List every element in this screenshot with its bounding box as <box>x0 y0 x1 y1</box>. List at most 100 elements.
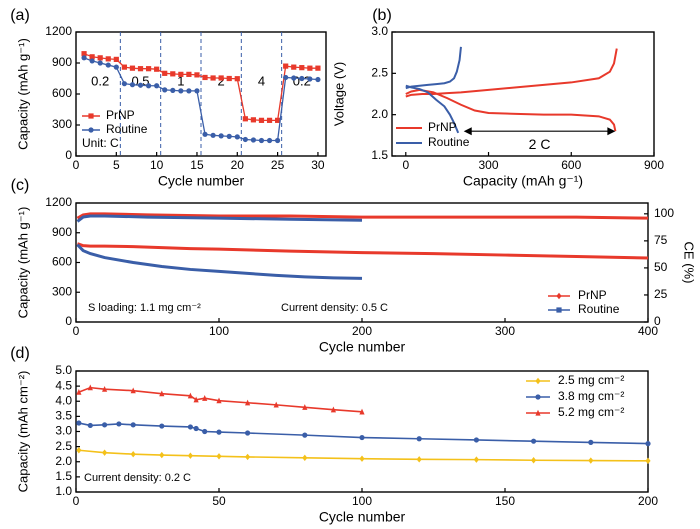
data-point-d-1 <box>216 429 222 435</box>
y-tick-label-b: 1.5 <box>371 148 388 162</box>
data-point-d-2 <box>187 392 193 399</box>
data-point-d-2 <box>216 397 222 404</box>
rate-label-a: 2 <box>218 73 225 88</box>
data-point-a-1 <box>81 55 87 61</box>
note-loading-c: S loading: 1.1 mg cm⁻² <box>88 302 201 314</box>
data-point-a-1 <box>89 58 95 64</box>
data-point-d-1 <box>159 423 165 429</box>
legend-label-b-0: PrNP <box>428 120 457 134</box>
data-point-a-0 <box>178 71 184 77</box>
x-tick-label-d: 0 <box>73 494 80 508</box>
y-tick-label-c: 1200 <box>45 195 72 209</box>
data-point-d-2 <box>202 395 208 401</box>
panel-label-d: (d) <box>10 345 30 362</box>
y-axis-title-a: Capacity (mAh g⁻¹) <box>15 38 30 150</box>
data-point-a-0 <box>154 66 160 72</box>
y-axis-title-b: Voltage (V) <box>331 62 346 126</box>
data-point-d-0 <box>416 456 422 463</box>
legend-marker-c-1 <box>556 307 562 313</box>
data-point-d-1 <box>87 422 93 429</box>
data-point-a-1 <box>291 75 297 81</box>
note-current-c: Current density: 0.5 C <box>281 302 388 314</box>
data-point-a-0 <box>258 117 265 123</box>
data-point-a-0 <box>186 71 192 77</box>
data-point-a-1 <box>121 81 127 87</box>
y-tick-label-d: 2.0 <box>55 454 72 468</box>
panel-label-c: (c) <box>11 177 30 194</box>
series-line-a-1 <box>83 57 318 142</box>
legend-label-d-1: 3.8 mg cm⁻² <box>558 389 624 403</box>
data-point-a-0 <box>218 75 224 81</box>
data-point-d-2 <box>359 408 365 415</box>
x-tick-label-a: 0 <box>73 158 80 172</box>
data-point-a-1 <box>97 60 103 66</box>
data-point-d-2 <box>330 406 336 413</box>
data-point-a-1 <box>186 88 192 94</box>
panel-label-b: (b) <box>372 7 392 24</box>
y-tick-label-a: 1200 <box>45 24 72 38</box>
data-point-d-0 <box>302 454 308 462</box>
x-tick-label-c: 300 <box>495 324 515 338</box>
x-tick-label-b: 900 <box>644 158 664 172</box>
data-point-a-0 <box>145 66 152 72</box>
y2-axis-title-c: CE (%) <box>682 242 697 284</box>
data-point-d-2 <box>130 387 136 394</box>
x-axis-title-c: Cycle number <box>319 339 406 355</box>
y-tick-label-d: 4.5 <box>55 378 72 392</box>
data-point-a-1 <box>210 132 216 138</box>
data-point-a-1 <box>145 83 152 89</box>
data-point-d-1 <box>102 422 108 428</box>
data-point-d-0 <box>187 452 193 459</box>
y-tick-label-d: 2.5 <box>55 439 72 453</box>
data-point-d-0 <box>531 457 537 464</box>
legend-marker-a-0 <box>88 113 94 119</box>
y-tick-label-c: 300 <box>52 284 72 298</box>
data-point-a-1 <box>234 134 240 140</box>
x-tick-label-a: 10 <box>150 158 164 172</box>
y-axis-title-d: Capacity (mAh cm⁻²) <box>15 371 30 493</box>
x-tick-label-b: 300 <box>479 158 499 172</box>
data-point-a-0 <box>234 76 240 82</box>
data-point-d-0 <box>645 457 651 465</box>
data-point-a-0 <box>266 117 273 123</box>
voltage-curve-b-1-0 <box>405 84 460 134</box>
legend-label-b-1: Routine <box>428 135 470 149</box>
y-tick-label-d: 1.5 <box>55 469 72 483</box>
data-point-a-0 <box>291 64 297 70</box>
arrow-head-right-b <box>607 127 616 136</box>
data-point-d-2 <box>87 384 93 391</box>
data-point-a-1 <box>250 137 257 143</box>
y-axis-title-c: Capacity (mAh g⁻¹) <box>15 207 30 319</box>
rate-annotation-b: 2 C <box>529 136 551 152</box>
x-tick-label-c: 100 <box>209 324 229 338</box>
data-point-a-0 <box>121 64 127 70</box>
voltage-curve-b-1-1 <box>405 46 462 90</box>
x-tick-label-d: 100 <box>352 494 372 508</box>
data-point-a-1 <box>275 137 281 144</box>
data-point-a-0 <box>170 71 176 77</box>
data-point-a-0 <box>283 63 289 69</box>
arrow-head-left-b <box>463 127 472 136</box>
data-point-d-0 <box>359 455 365 462</box>
y2-tick-label-c: 0 <box>654 314 661 328</box>
data-point-a-1 <box>242 136 248 143</box>
data-point-a-1 <box>315 76 321 83</box>
legend-label-c-1: Routine <box>578 302 620 316</box>
series-line-c-1 <box>76 243 363 280</box>
data-point-a-1 <box>129 82 136 88</box>
data-point-a-1 <box>178 88 184 94</box>
series-line-c-2 <box>76 212 649 220</box>
rate-label-a: 1 <box>177 73 184 88</box>
y-tick-label-d: 3.0 <box>55 424 72 438</box>
data-point-a-0 <box>226 75 232 82</box>
legend-label-d-2: 5.2 mg cm⁻² <box>558 405 624 419</box>
data-point-d-1 <box>202 428 208 435</box>
y-tick-label-d: 3.5 <box>55 409 72 423</box>
y-tick-label-b: 3.0 <box>371 24 388 38</box>
data-point-d-0 <box>159 451 165 459</box>
data-point-a-0 <box>137 66 144 72</box>
y2-tick-label-c: 100 <box>654 206 674 220</box>
y-tick-label-a: 300 <box>52 117 72 131</box>
data-point-a-1 <box>307 76 313 82</box>
